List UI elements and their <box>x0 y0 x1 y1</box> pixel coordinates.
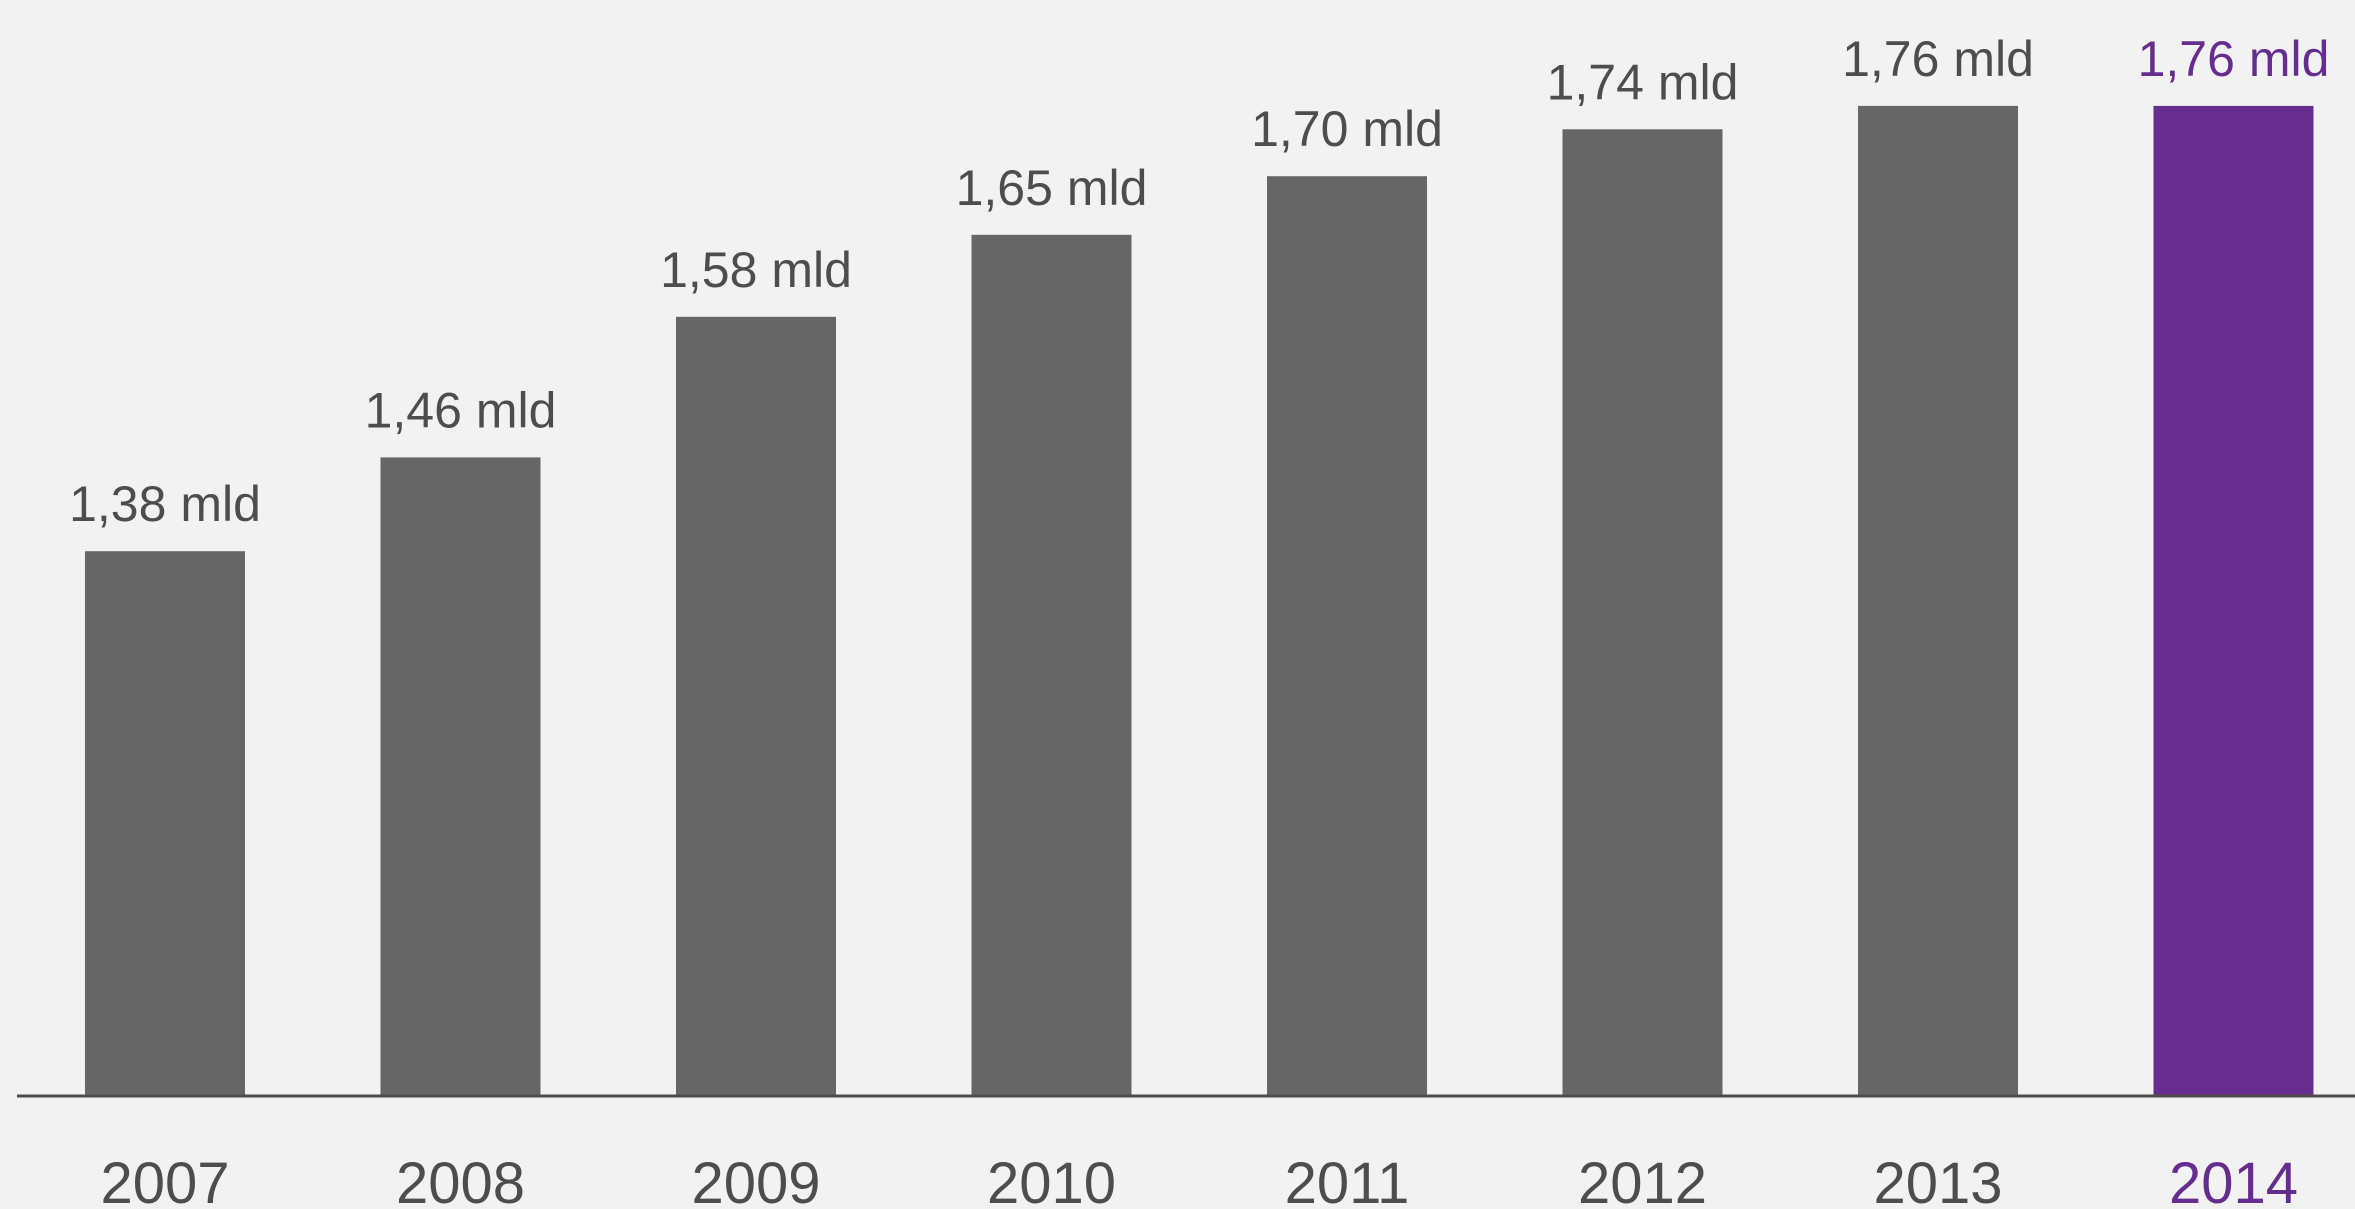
bar-2010 <box>971 234 1132 1097</box>
x-tick-label-2012: 2012 <box>1578 1151 1707 1209</box>
x-tick-label-2009: 2009 <box>691 1151 820 1209</box>
value-label-2008: 1,46 mld <box>365 382 557 438</box>
bar-2012 <box>1562 129 1723 1097</box>
bar-2011 <box>1267 176 1427 1096</box>
x-tick-label-2007: 2007 <box>100 1151 229 1209</box>
value-label-2009: 1,58 mld <box>660 242 852 298</box>
x-tick-label-2008: 2008 <box>396 1151 525 1209</box>
value-label-2012: 1,74 mld <box>1547 54 1739 110</box>
value-label-2010: 1,65 mld <box>956 160 1148 216</box>
x-tick-label-2014: 2014 <box>2169 1151 2298 1209</box>
x-tick-label-2010: 2010 <box>987 1151 1116 1209</box>
value-label-2011: 1,70 mld <box>1251 101 1443 157</box>
value-label-2014: 1,76 mld <box>2138 31 2330 87</box>
value-label-2007: 1,38 mld <box>69 476 261 532</box>
bar-2013 <box>1858 105 2018 1096</box>
x-tick-label-2013: 2013 <box>1873 1151 2002 1209</box>
x-tick-label-2011: 2011 <box>1285 1151 1410 1209</box>
x-tick-labels-group: 2007 2008 2009 2010 2011 2012 2013 2014 <box>100 1151 2298 1209</box>
bar-2014 <box>2153 105 2314 1096</box>
value-label-2013: 1,76 mld <box>1842 31 2034 87</box>
value-labels-group: 1,38 mld 1,46 mld 1,58 mld 1,65 mld 1,70 mld… <box>69 31 2329 532</box>
bar-2009 <box>676 316 836 1096</box>
bar-2007 <box>85 551 245 1096</box>
bar-2008 <box>380 457 541 1096</box>
bars-group <box>85 105 2314 1097</box>
